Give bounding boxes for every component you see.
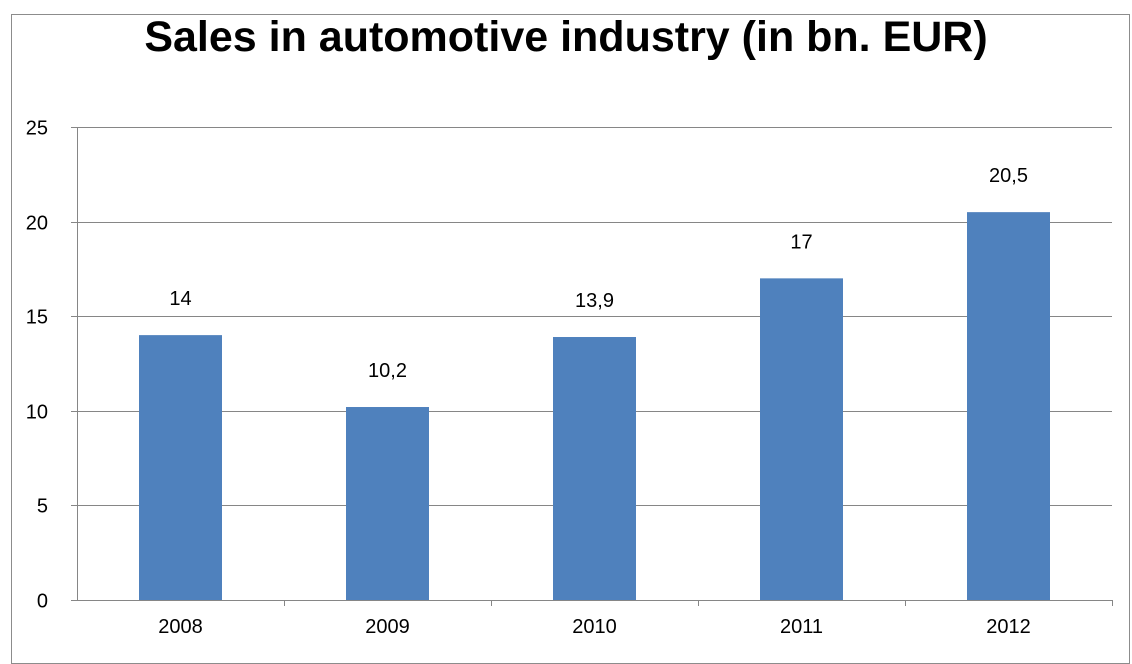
data-label: 13,9 — [575, 290, 614, 312]
x-tick-label: 2012 — [986, 616, 1031, 638]
data-label: 17 — [790, 231, 812, 253]
bar-2008 — [139, 335, 222, 600]
x-tick-label: 2009 — [365, 616, 410, 638]
bar-2009 — [346, 407, 429, 600]
y-tick-label: 0 — [37, 591, 48, 613]
chart-title: Sales in automotive industry (in bn. EUR… — [144, 13, 988, 61]
x-tick-label: 2008 — [158, 616, 203, 638]
y-tick-label: 20 — [26, 213, 48, 235]
bar-2010 — [553, 337, 636, 600]
y-tick-label: 5 — [37, 496, 48, 518]
bar-2012 — [967, 212, 1050, 600]
axes — [71, 127, 1113, 606]
data-label: 14 — [169, 288, 191, 310]
y-tick-label: 15 — [26, 307, 48, 329]
bars — [139, 212, 1050, 600]
data-label: 10,2 — [368, 360, 407, 382]
y-tick-label: 10 — [26, 402, 48, 424]
x-tick-label: 2011 — [780, 616, 823, 638]
y-tick-label: 25 — [26, 118, 48, 140]
data-label: 20,5 — [989, 165, 1028, 187]
labels: 0 5 10 15 20 25 2008 14 2009 10,2 2010 13,9 2011 17 20… — [26, 118, 1031, 639]
bar-2011 — [760, 278, 843, 600]
x-tick-label: 2010 — [572, 616, 617, 638]
